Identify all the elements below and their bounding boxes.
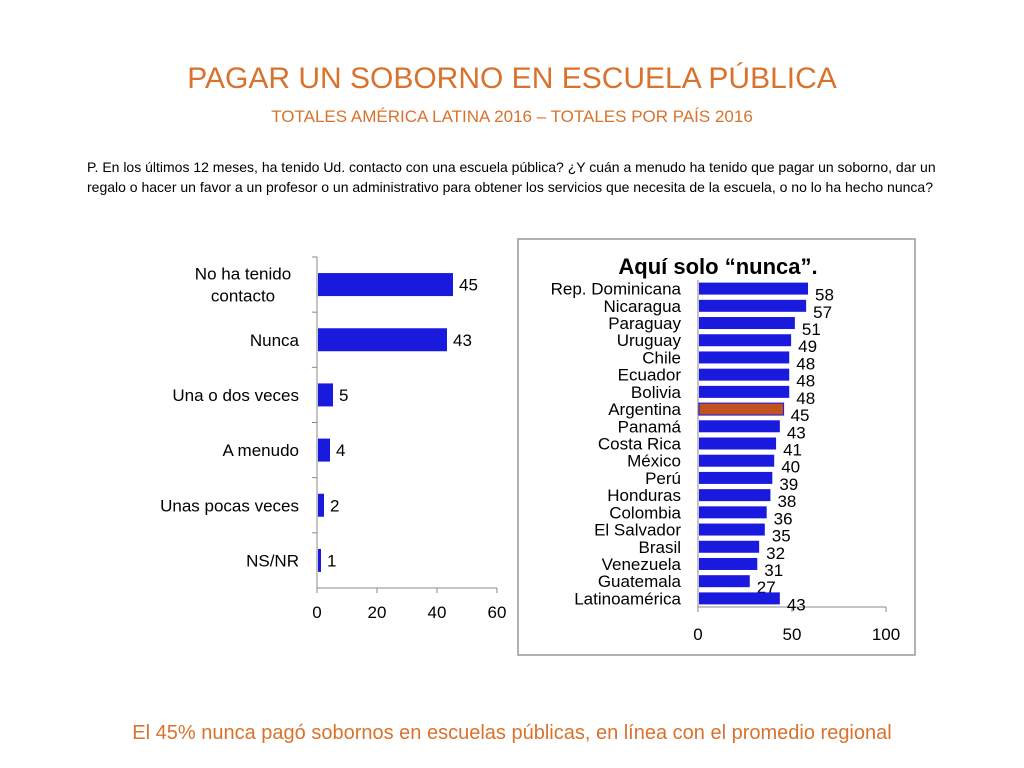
data-label: 45 <box>459 276 478 295</box>
bar <box>699 557 758 570</box>
category-label: Uruguay <box>617 331 682 350</box>
category-label: Brasil <box>638 538 681 557</box>
category-label: Venezuela <box>602 555 682 574</box>
category-label: No ha tenido <box>195 265 291 284</box>
data-label: 40 <box>781 458 800 477</box>
category-label: Costa Rica <box>598 435 682 454</box>
survey-question: P. En los últimos 12 meses, ha tenido Ud… <box>87 159 936 195</box>
data-label: 5 <box>339 386 348 405</box>
data-label: 39 <box>779 475 798 494</box>
x-tick-label: 40 <box>428 603 447 622</box>
category-label: Latinoamérica <box>574 589 681 608</box>
data-label: 57 <box>813 303 832 322</box>
data-label: 35 <box>772 527 791 546</box>
x-tick-label: 0 <box>312 603 321 622</box>
bar <box>699 334 792 347</box>
bar <box>318 383 333 407</box>
bar <box>318 273 453 297</box>
bar <box>699 385 790 398</box>
category-label: Argentina <box>608 400 681 419</box>
bar <box>699 471 773 484</box>
data-label: 2 <box>330 496 339 515</box>
category-label: A menudo <box>222 441 299 460</box>
data-label: 41 <box>783 441 802 460</box>
category-label: Rep. Dominicana <box>551 280 682 299</box>
data-label: 43 <box>453 331 472 350</box>
x-tick-label: 0 <box>693 625 702 644</box>
bar <box>699 540 760 553</box>
category-label: México <box>627 452 681 471</box>
slide-footer: El 45% nunca pagó sobornos en escuelas p… <box>132 722 892 744</box>
data-label: 43 <box>787 423 806 442</box>
bar <box>699 282 809 295</box>
category-label: El Salvador <box>594 521 681 540</box>
data-label: 48 <box>796 354 815 373</box>
bar <box>699 489 771 502</box>
bar <box>699 299 807 312</box>
category-label: Una o dos veces <box>172 386 299 405</box>
x-tick-label: 100 <box>872 625 900 644</box>
data-label: 48 <box>796 389 815 408</box>
category-label: Guatemala <box>598 572 682 591</box>
category-label: Colombia <box>609 503 681 522</box>
category-label: contacto <box>211 287 275 306</box>
category-label: Unas pocas veces <box>160 496 299 515</box>
data-label: 58 <box>815 286 834 305</box>
data-label: 49 <box>798 337 817 356</box>
bar <box>699 575 750 588</box>
slide-title: PAGAR UN SOBORNO EN ESCUELA PÚBLICA <box>187 62 837 95</box>
category-label: Nicaragua <box>604 297 682 316</box>
data-label: 51 <box>802 320 821 339</box>
chart-title: Aquí solo “nunca”. <box>618 254 817 279</box>
data-label: 4 <box>336 441 345 460</box>
category-label: Bolivia <box>631 383 682 402</box>
bar <box>699 351 790 364</box>
data-label: 1 <box>327 551 336 570</box>
x-tick-label: 20 <box>368 603 387 622</box>
bar <box>699 523 765 536</box>
bar <box>699 420 780 433</box>
data-label: 48 <box>796 372 815 391</box>
bar <box>699 454 775 467</box>
bar <box>699 506 767 519</box>
slide-subtitle: TOTALES AMÉRICA LATINA 2016 – TOTALES PO… <box>271 107 753 126</box>
data-label: 31 <box>764 561 783 580</box>
data-label: 36 <box>774 509 793 528</box>
category-label: Honduras <box>607 486 681 505</box>
bar <box>318 548 321 572</box>
bar <box>699 317 795 330</box>
category-label: Perú <box>645 469 681 488</box>
category-label: NS/NR <box>246 551 299 570</box>
category-label: Panamá <box>618 417 682 436</box>
bar <box>318 328 447 352</box>
bar <box>699 437 777 450</box>
category-label: Paraguay <box>608 314 681 333</box>
x-tick-label: 60 <box>488 603 507 622</box>
bar <box>698 402 785 416</box>
bar <box>318 493 324 517</box>
data-label: 38 <box>777 492 796 511</box>
bar <box>318 438 330 462</box>
category-label: Nunca <box>250 331 300 350</box>
category-label: Chile <box>642 348 681 367</box>
bar <box>699 592 780 605</box>
bar <box>699 368 790 381</box>
data-label: 43 <box>787 595 806 614</box>
data-label: 45 <box>791 406 810 425</box>
category-label: Ecuador <box>618 366 682 385</box>
x-tick-label: 50 <box>783 625 802 644</box>
data-label: 32 <box>766 544 785 563</box>
